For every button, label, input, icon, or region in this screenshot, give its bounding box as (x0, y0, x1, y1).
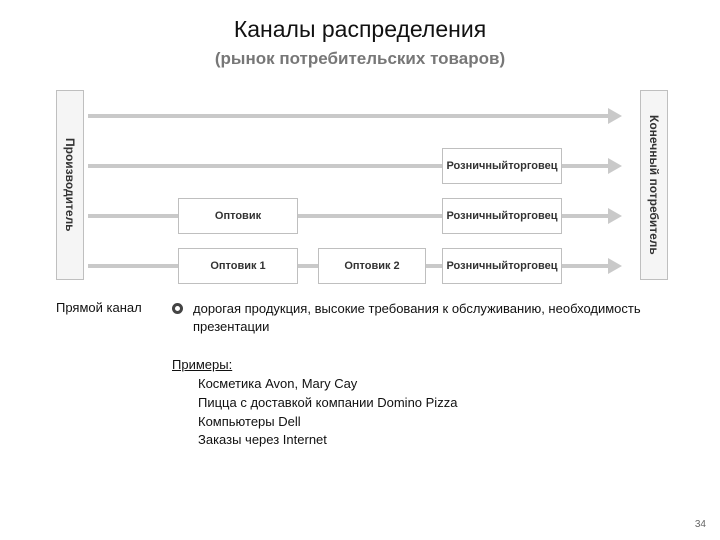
examples-heading: Примеры: (172, 356, 457, 375)
distribution-diagram: Производитель Конечный потребитель Розни… (56, 90, 668, 280)
channel-row-4: Оптовик 1 Оптовик 2 Розничныйторговец (98, 246, 626, 286)
channel-row-1 (98, 96, 626, 136)
bullet-row: дорогая продукция, высокие требования к … (172, 300, 672, 335)
example-item: Косметика Avon, Mary Cay (198, 375, 457, 394)
channel-node: Оптовик 1 (178, 248, 298, 284)
consumer-label: Конечный потребитель (647, 115, 661, 255)
channel-node: Оптовик 2 (318, 248, 426, 284)
bullet-text: дорогая продукция, высокие требования к … (193, 300, 672, 335)
channel-row-3: Оптовик Розничныйторговец (98, 196, 626, 236)
example-item: Компьютеры Dell (198, 413, 457, 432)
examples-list: Косметика Avon, Mary CayПицца с доставко… (172, 375, 457, 450)
arrow-head-icon (608, 208, 622, 224)
channel-node: Розничныйторговец (442, 248, 562, 284)
channels-area: Розничныйторговец Оптовик Розничныйторгов… (98, 90, 626, 280)
page-number: 34 (695, 519, 706, 530)
consumer-bar: Конечный потребитель (640, 90, 668, 280)
page-title: Каналы распределения (0, 0, 720, 43)
examples-block: Примеры: Косметика Avon, Mary CayПицца с… (172, 356, 457, 450)
channel-node: Розничныйторговец (442, 198, 562, 234)
producer-label: Производитель (63, 138, 77, 232)
channel-node: Розничныйторговец (442, 148, 562, 184)
arrow-head-icon (608, 158, 622, 174)
bullet-icon (172, 303, 183, 314)
page-subtitle: (рынок потребительских товаров) (0, 43, 720, 75)
example-item: Пицца с доставкой компании Domino Pizza (198, 394, 457, 413)
channel-row-2: Розничныйторговец (98, 146, 626, 186)
example-item: Заказы через Internet (198, 431, 457, 450)
channel-node: Оптовик (178, 198, 298, 234)
arrow-head-icon (608, 108, 622, 124)
direct-channel-label: Прямой канал (56, 300, 142, 315)
producer-bar: Производитель (56, 90, 84, 280)
arrow-shaft (88, 114, 608, 118)
arrow-head-icon (608, 258, 622, 274)
